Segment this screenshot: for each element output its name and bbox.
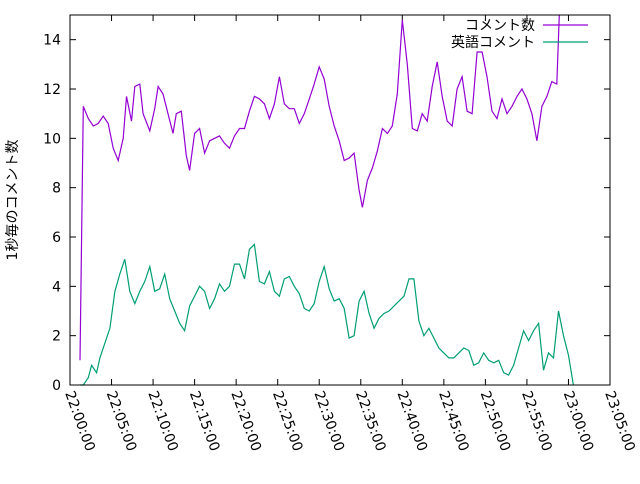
x-tick-label: 22:30:00: [310, 389, 347, 454]
y-tick-label: 4: [52, 279, 61, 295]
y-tick-label: 0: [52, 378, 61, 394]
x-tick-label: 22:40:00: [394, 389, 431, 454]
x-tick-label: 22:00:00: [61, 389, 98, 454]
y-tick-label: 12: [43, 82, 61, 98]
y-tick-label: 14: [43, 33, 61, 49]
x-tick-label: 22:10:00: [144, 389, 181, 454]
series-line-1: [79, 14, 560, 361]
x-tick-label: 22:05:00: [103, 389, 140, 454]
series-lines: [79, 14, 574, 386]
x-tick-label: 22:50:00: [477, 389, 514, 454]
y-tick-label: 10: [43, 131, 61, 147]
series-line-2: [80, 243, 574, 386]
x-tick-label: 22:45:00: [435, 389, 472, 454]
x-tick-label: 22:55:00: [518, 389, 555, 454]
x-tick-label: 22:20:00: [227, 389, 264, 454]
y-tick-label: 2: [52, 329, 61, 345]
axis-ticks: [69, 15, 611, 386]
x-tick-label: 22:35:00: [352, 389, 389, 454]
legend-label-2: 英語コメント: [451, 34, 535, 51]
x-tick-label: 23:00:00: [560, 389, 597, 454]
x-tick-label: 22:25:00: [269, 389, 306, 454]
x-tick-label: 23:05:00: [601, 389, 638, 454]
y-tick-label: 6: [52, 230, 61, 246]
tick-labels: 0 2 4 6 8 10 12 14 22:00:00 22:05:00 22:10:00 22:15…: [43, 33, 638, 454]
plot-frame: [69, 14, 611, 386]
y-axis-label: 1秒毎のコメント数: [5, 140, 21, 261]
y-tick-label: 8: [52, 181, 61, 197]
legend-label-1: コメント数: [465, 18, 535, 34]
x-tick-label: 22:15:00: [186, 389, 223, 454]
